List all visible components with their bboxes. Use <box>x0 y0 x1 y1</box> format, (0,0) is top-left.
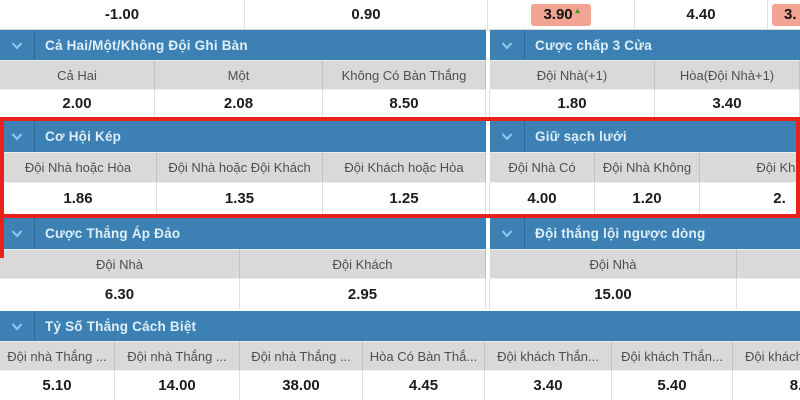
top-odds-cell[interactable]: 0.90 <box>245 0 488 29</box>
market-label-cell: Không Có Bàn Thắng <box>323 60 486 90</box>
market-labels-row: Đội nhà Thắng ... Đội nhà Thắng ... Đội … <box>0 341 800 371</box>
half-divider <box>486 152 490 183</box>
top-odds-cell[interactable]: -1.00 <box>0 0 245 29</box>
market-label-cell: Đội Nhà(+1) <box>490 60 655 90</box>
odds-value-cell[interactable]: 5.40 <box>612 371 733 400</box>
red-annotation-line <box>0 214 800 218</box>
chevron-down-icon[interactable] <box>490 218 525 249</box>
section-header-row: Cơ Hội Kép Giữ sạch lưới <box>0 121 800 152</box>
market-label-cell: Đội Nhà <box>490 249 737 279</box>
section-title: Cơ Hội Kép <box>45 129 122 144</box>
odds-value-cell[interactable]: 2.00 <box>0 90 155 117</box>
odds-value-cell[interactable]: 3.40 <box>485 371 612 400</box>
section-header-row: Cược Thắng Áp Đảo Đội thắng lội ngược dò… <box>0 218 800 249</box>
odds-value-cell[interactable]: 15.00 <box>490 279 737 309</box>
odds-value-cell[interactable]: 5.10 <box>0 371 115 400</box>
half-divider <box>486 279 490 309</box>
odds-value-cell[interactable]: 2.08 <box>155 90 323 117</box>
chevron-down-icon[interactable] <box>0 30 35 60</box>
market-label-cell: Đội nhà Thắng ... <box>115 341 240 371</box>
odds-value-cell[interactable]: 1.86 <box>0 183 157 214</box>
row-spacer <box>0 309 800 311</box>
market-label-cell: Đội Nhà hoặc Hòa <box>0 152 157 183</box>
market-header-comeback-win: Đội thắng lội ngược dòng <box>490 218 800 249</box>
chevron-down-icon[interactable] <box>0 311 35 341</box>
market-label-cell: Đội Nhà Có <box>490 152 595 183</box>
top-odds-cell[interactable]: 4.40 <box>635 0 768 29</box>
market-label-cell: Đội nhà Thắng ... <box>240 341 363 371</box>
odds-value-cell[interactable]: 6.30 <box>0 279 240 309</box>
odds-value-cell[interactable]: 1.20 <box>595 183 700 214</box>
top-odds-cell[interactable]: 3. <box>768 0 800 29</box>
market-labels-row: Đội Nhà Đội Khách Đội Nhà <box>0 249 800 279</box>
chevron-down-icon[interactable] <box>0 218 35 249</box>
odds-value-cell[interactable]: 1.80 <box>490 90 655 117</box>
market-label-cell: Đội khách <box>733 341 800 371</box>
half-divider <box>486 249 490 279</box>
section-title: Cược Thắng Áp Đảo <box>45 226 181 241</box>
odds-value-cell[interactable]: 2. <box>700 183 800 214</box>
market-header-3way-handicap: Cược chấp 3 Cửa <box>490 30 800 60</box>
red-annotation-line <box>0 117 4 258</box>
empty-cell <box>737 249 800 279</box>
market-label-cell: Đội khách Thắn... <box>612 341 733 371</box>
red-annotation-line <box>0 117 800 121</box>
market-label-cell: Đội nhà Thắng ... <box>0 341 115 371</box>
section-title: Cả Hai/Một/Không Đội Ghi Bàn <box>45 37 248 53</box>
market-label-cell: Đội Khách hoặc Hòa <box>323 152 486 183</box>
section-title: Đội thắng lội ngược dòng <box>535 226 706 241</box>
chevron-down-icon[interactable] <box>490 121 525 152</box>
odds-values-row: 5.10 14.00 38.00 4.45 3.40 5.40 8. <box>0 371 800 400</box>
odds-values-row: 1.86 1.35 1.25 4.00 1.20 2. <box>0 183 800 214</box>
odds-value-cell[interactable]: 1.25 <box>323 183 486 214</box>
market-labels-row: Cả Hai Một Không Có Bàn Thắng Đội Nhà(+1… <box>0 60 800 90</box>
market-label-cell: Đội Khách <box>240 249 486 279</box>
section-title: Giữ sạch lưới <box>535 129 627 144</box>
section-header-row: Tỷ Số Thắng Cách Biệt <box>0 311 800 341</box>
market-header-win-to-nil: Cược Thắng Áp Đảo <box>0 218 486 249</box>
market-label-cell: Đội khách Thắn... <box>485 341 612 371</box>
market-header-clean-sheet: Giữ sạch lưới <box>490 121 800 152</box>
odds-values-row: 6.30 2.95 15.00 <box>0 279 800 309</box>
top-odds-strip: -1.00 0.90 3.90 ▲ 4.40 3. <box>0 0 800 30</box>
market-label-cell: Cả Hai <box>0 60 155 90</box>
market-label-cell: Đội Khá <box>700 152 800 183</box>
market-label-cell: Hòa Có Bàn Thắ... <box>363 341 485 371</box>
empty-cell <box>737 279 800 309</box>
market-header-double-chance: Cơ Hội Kép <box>0 121 486 152</box>
section-title: Tỷ Số Thắng Cách Biệt <box>45 318 197 334</box>
market-header-both-one-none: Cả Hai/Một/Không Đội Ghi Bàn <box>0 30 486 60</box>
odds-up-arrow-icon: ▲ <box>573 5 582 15</box>
highlighted-odds-chip[interactable]: 3. <box>772 3 800 26</box>
highlighted-odds-chip[interactable]: 3.90 ▲ <box>531 3 591 26</box>
odds-value-cell[interactable]: 38.00 <box>240 371 363 400</box>
market-label-cell: Đội Nhà <box>0 249 240 279</box>
odds-value-cell[interactable]: 4.45 <box>363 371 485 400</box>
red-annotation-line <box>796 117 800 218</box>
market-labels-row: Đội Nhà hoặc Hòa Đội Nhà hoặc Đội Khách … <box>0 152 800 183</box>
odds-values-row: 2.00 2.08 8.50 1.80 3.40 <box>0 90 800 117</box>
odds-value-cell[interactable]: 4.00 <box>490 183 595 214</box>
market-label-cell: Đội Nhà hoặc Đội Khách <box>157 152 323 183</box>
odds-value-cell[interactable]: 14.00 <box>115 371 240 400</box>
odds-value-cell[interactable]: 8. <box>733 371 800 400</box>
half-divider <box>486 90 490 117</box>
half-divider <box>486 183 490 214</box>
top-odds-cell[interactable]: 3.90 ▲ <box>488 0 635 29</box>
odds-value-cell[interactable]: 1.35 <box>157 183 323 214</box>
odds-value-cell[interactable]: 8.50 <box>323 90 486 117</box>
chevron-down-icon[interactable] <box>490 30 525 60</box>
odds-value-cell[interactable]: 2.95 <box>240 279 486 309</box>
section-header-row: Cả Hai/Một/Không Đội Ghi Bàn Cược chấp 3… <box>0 30 800 60</box>
market-header-winning-margin: Tỷ Số Thắng Cách Biệt <box>0 311 800 341</box>
odds-value-cell[interactable]: 3.40 <box>655 90 800 117</box>
chevron-down-icon[interactable] <box>0 121 35 152</box>
section-title: Cược chấp 3 Cửa <box>535 37 652 53</box>
market-label-cell: Một <box>155 60 323 90</box>
market-label-cell: Đội Nhà Không <box>595 152 700 183</box>
half-divider <box>486 60 490 90</box>
market-label-cell: Hòa(Đội Nhà+1) <box>655 60 800 90</box>
